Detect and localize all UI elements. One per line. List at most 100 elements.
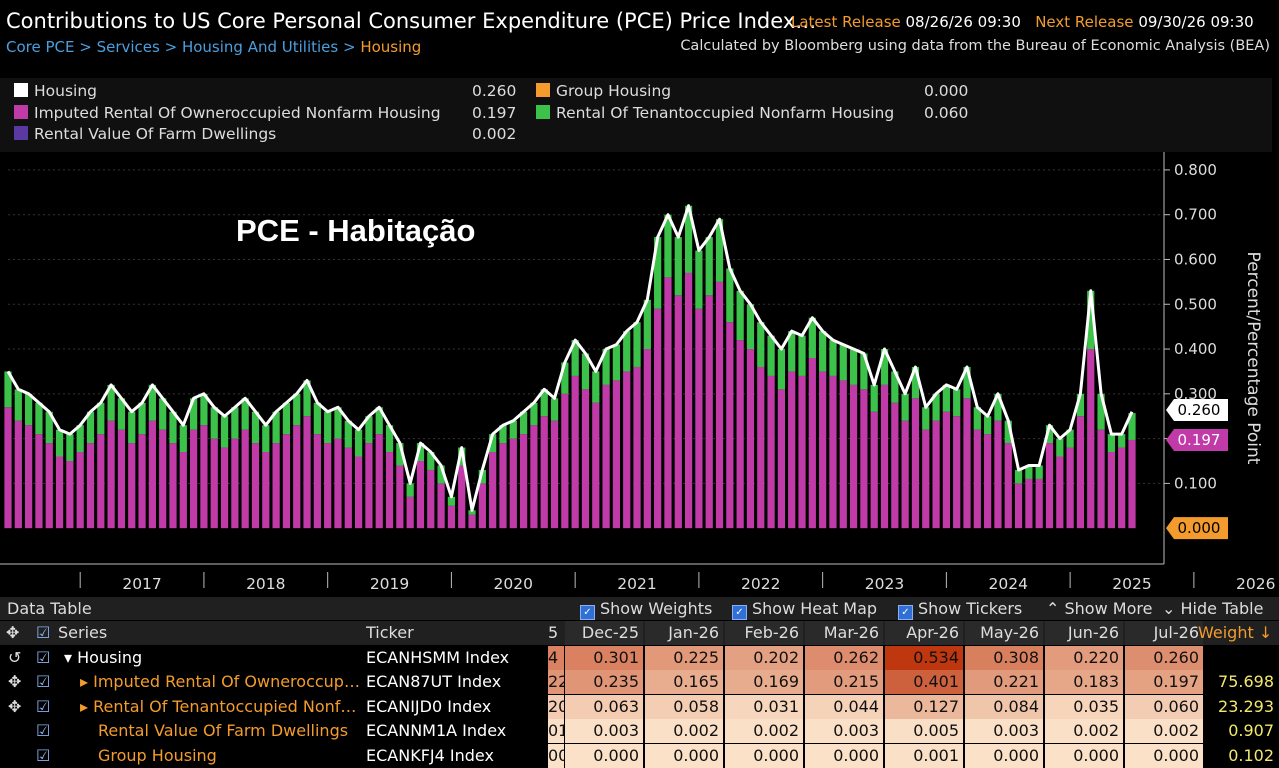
bar-tenant-rental bbox=[674, 237, 682, 296]
bar-imputed-rental bbox=[684, 272, 693, 529]
column-header-period[interactable]: Jun-26 bbox=[1045, 621, 1123, 645]
column-header-period[interactable]: Jul-26 bbox=[1125, 621, 1203, 645]
table-cell: 0.235 bbox=[565, 670, 643, 694]
chart-title[interactable]: Contributions to US Core Personal Consum… bbox=[6, 9, 817, 33]
bar-tenant-rental bbox=[623, 331, 631, 372]
bar-tenant-rental bbox=[746, 304, 755, 350]
table-cell: 0.005 bbox=[885, 719, 963, 743]
bar-tenant-rental bbox=[891, 371, 899, 403]
table-cell: 0.001 bbox=[885, 743, 963, 768]
column-header-period[interactable]: Mar-26 bbox=[805, 621, 883, 645]
ticker[interactable]: ECANKFJ4 Index bbox=[366, 745, 494, 765]
bar-tenant-rental bbox=[25, 393, 33, 426]
y-tick-label: 0.600 bbox=[1174, 250, 1217, 268]
bar-imputed-rental bbox=[777, 389, 786, 529]
legend-item-housing[interactable]: Housing bbox=[14, 82, 97, 100]
bar-tenant-rental bbox=[138, 402, 146, 435]
column-header-period[interactable]: Apr-26 bbox=[885, 621, 963, 645]
table-row[interactable]: ☑ Rental Value Of Farm Dwellings ECANNM1A … bbox=[0, 719, 1279, 743]
series-name[interactable]: Group Housing bbox=[98, 745, 217, 765]
next-release-label: Next Release bbox=[1035, 13, 1134, 31]
breadcrumb-item[interactable]: Core PCE bbox=[6, 38, 75, 56]
bar-tenant-rental bbox=[190, 398, 198, 430]
hide-table-button[interactable]: ⌄ Hide Table bbox=[1162, 599, 1263, 618]
legend-item-imputed-rental[interactable]: Imputed Rental Of Owneroccupied Nonfarm … bbox=[14, 104, 441, 122]
legend-item-group-housing[interactable]: Group Housing bbox=[536, 82, 671, 100]
bar-imputed-rental bbox=[788, 371, 796, 529]
x-tick-label: 2023 bbox=[865, 575, 904, 593]
bar-tenant-rental bbox=[344, 420, 352, 448]
zero-end-label: 0.000 bbox=[1178, 519, 1221, 537]
table-row[interactable]: ☑ Group Housing ECANKFJ4 Index 00 0.000 0.000… bbox=[0, 743, 1279, 768]
drag-handle-icon[interactable]: ✥ bbox=[8, 672, 22, 691]
show-more-button[interactable]: ⌃ Show More bbox=[1046, 599, 1152, 618]
row-checkbox[interactable]: ☑ bbox=[36, 672, 51, 691]
drag-handle-icon[interactable]: ✥ bbox=[8, 696, 22, 716]
bar-tenant-rental bbox=[736, 290, 744, 341]
x-tick-label: 2019 bbox=[370, 575, 409, 593]
bar-tenant-rental bbox=[819, 331, 827, 372]
column-header-series[interactable]: Series bbox=[58, 623, 108, 642]
column-header-period[interactable]: Jan-26 bbox=[645, 621, 723, 645]
breadcrumb-current[interactable]: Housing bbox=[360, 38, 422, 56]
bar-tenant-rental bbox=[1056, 438, 1064, 457]
column-header-weight[interactable]: Weight ↓ bbox=[1198, 623, 1273, 642]
bar-tenant-rental bbox=[210, 407, 218, 439]
row-checkbox[interactable]: ☑ bbox=[36, 745, 51, 765]
row-checkbox[interactable]: ☑ bbox=[36, 721, 51, 740]
reset-icon[interactable]: ↺ bbox=[8, 647, 22, 667]
bar-imputed-rental bbox=[1056, 456, 1064, 529]
x-tick-label: 2020 bbox=[494, 575, 533, 593]
table-row[interactable]: ✥ ☑ ▸ Rental Of Tenantoccupied Nonfarm Hou… bbox=[0, 694, 1279, 719]
table-cell: 0.262 bbox=[805, 645, 883, 670]
ticker[interactable]: ECANIJD0 Index bbox=[366, 696, 492, 716]
bar-tenant-rental bbox=[1087, 290, 1095, 350]
legend-item-tenant-rental[interactable]: Rental Of Tenantoccupied Nonfarm Housing bbox=[536, 104, 894, 122]
table-row[interactable]: ↺ ☑ ▾ Housing ECANHSMM Index 4 0.301 0.225 0.20… bbox=[0, 645, 1279, 670]
table-cell: 0.221 bbox=[965, 670, 1043, 694]
column-header-period[interactable]: Feb-26 bbox=[725, 621, 803, 645]
series-name[interactable]: ▸ Rental Of Tenantoccupied Nonfarm Housi… bbox=[80, 696, 362, 716]
bar-imputed-rental bbox=[282, 434, 291, 529]
column-header-period[interactable]: Dec-25 bbox=[565, 621, 643, 645]
stacked-bar-chart[interactable]: 0.1000.2000.3000.4000.5000.6000.7000.800… bbox=[0, 152, 1279, 597]
ticker[interactable]: ECANNM1A Index bbox=[366, 721, 507, 740]
bar-imputed-rental bbox=[633, 366, 641, 529]
ticker[interactable]: ECANHSMM Index bbox=[366, 647, 510, 667]
bar-tenant-rental bbox=[1014, 469, 1023, 484]
bar-tenant-rental bbox=[602, 349, 610, 385]
bar-tenant-rental bbox=[798, 335, 806, 376]
bar-tenant-rental bbox=[561, 362, 569, 394]
bar-tenant-rental bbox=[416, 443, 425, 461]
series-name[interactable]: ▸ Imputed Rental Of Owneroccupied Nonfar… bbox=[80, 672, 362, 691]
select-all-checkbox[interactable]: ☑ bbox=[36, 623, 51, 642]
bar-tenant-rental bbox=[705, 237, 713, 296]
show-heat-map-toggle[interactable]: ✓ Show Heat Map bbox=[732, 599, 877, 620]
bar-tenant-rental bbox=[633, 322, 641, 367]
series-name[interactable]: Rental Value Of Farm Dwellings bbox=[98, 721, 349, 740]
bar-imputed-rental bbox=[1097, 429, 1105, 529]
column-header-period[interactable]: May-26 bbox=[965, 621, 1043, 645]
breadcrumb-item[interactable]: Housing And Utilities bbox=[181, 38, 339, 56]
show-weights-toggle[interactable]: ✓ Show Weights bbox=[580, 599, 712, 620]
row-checkbox[interactable]: ☑ bbox=[36, 647, 51, 667]
table-row[interactable]: ✥ ☑ ▸ Imputed Rental Of Owneroccupied Nonf… bbox=[0, 670, 1279, 694]
housing-line bbox=[6, 204, 1134, 512]
table-cell: 0.000 bbox=[1045, 743, 1123, 768]
column-header-ticker[interactable]: Ticker bbox=[366, 623, 414, 642]
table-cell: 0.202 bbox=[725, 645, 803, 670]
show-tickers-toggle[interactable]: ✓ Show Tickers bbox=[898, 599, 1022, 620]
ticker[interactable]: ECAN87UT Index bbox=[366, 672, 502, 691]
bar-imputed-rental bbox=[344, 447, 352, 529]
legend-item-farm-dwellings[interactable]: Rental Value Of Farm Dwellings bbox=[14, 125, 276, 143]
breadcrumb-item[interactable]: Services bbox=[96, 38, 160, 56]
x-tick-label: 2025 bbox=[1112, 575, 1151, 593]
row-checkbox[interactable]: ☑ bbox=[36, 696, 51, 716]
bar-imputed-rental bbox=[953, 416, 961, 529]
table-cell: 0.000 bbox=[645, 743, 723, 768]
bar-imputed-rental bbox=[272, 443, 280, 529]
bar-imputed-rental bbox=[354, 456, 363, 529]
drag-handle-icon[interactable]: ✥ bbox=[6, 623, 20, 642]
series-name[interactable]: ▾ Housing bbox=[64, 647, 143, 667]
legend: Housing 0.260 Group Housing 0.000 Impute… bbox=[0, 78, 1272, 152]
